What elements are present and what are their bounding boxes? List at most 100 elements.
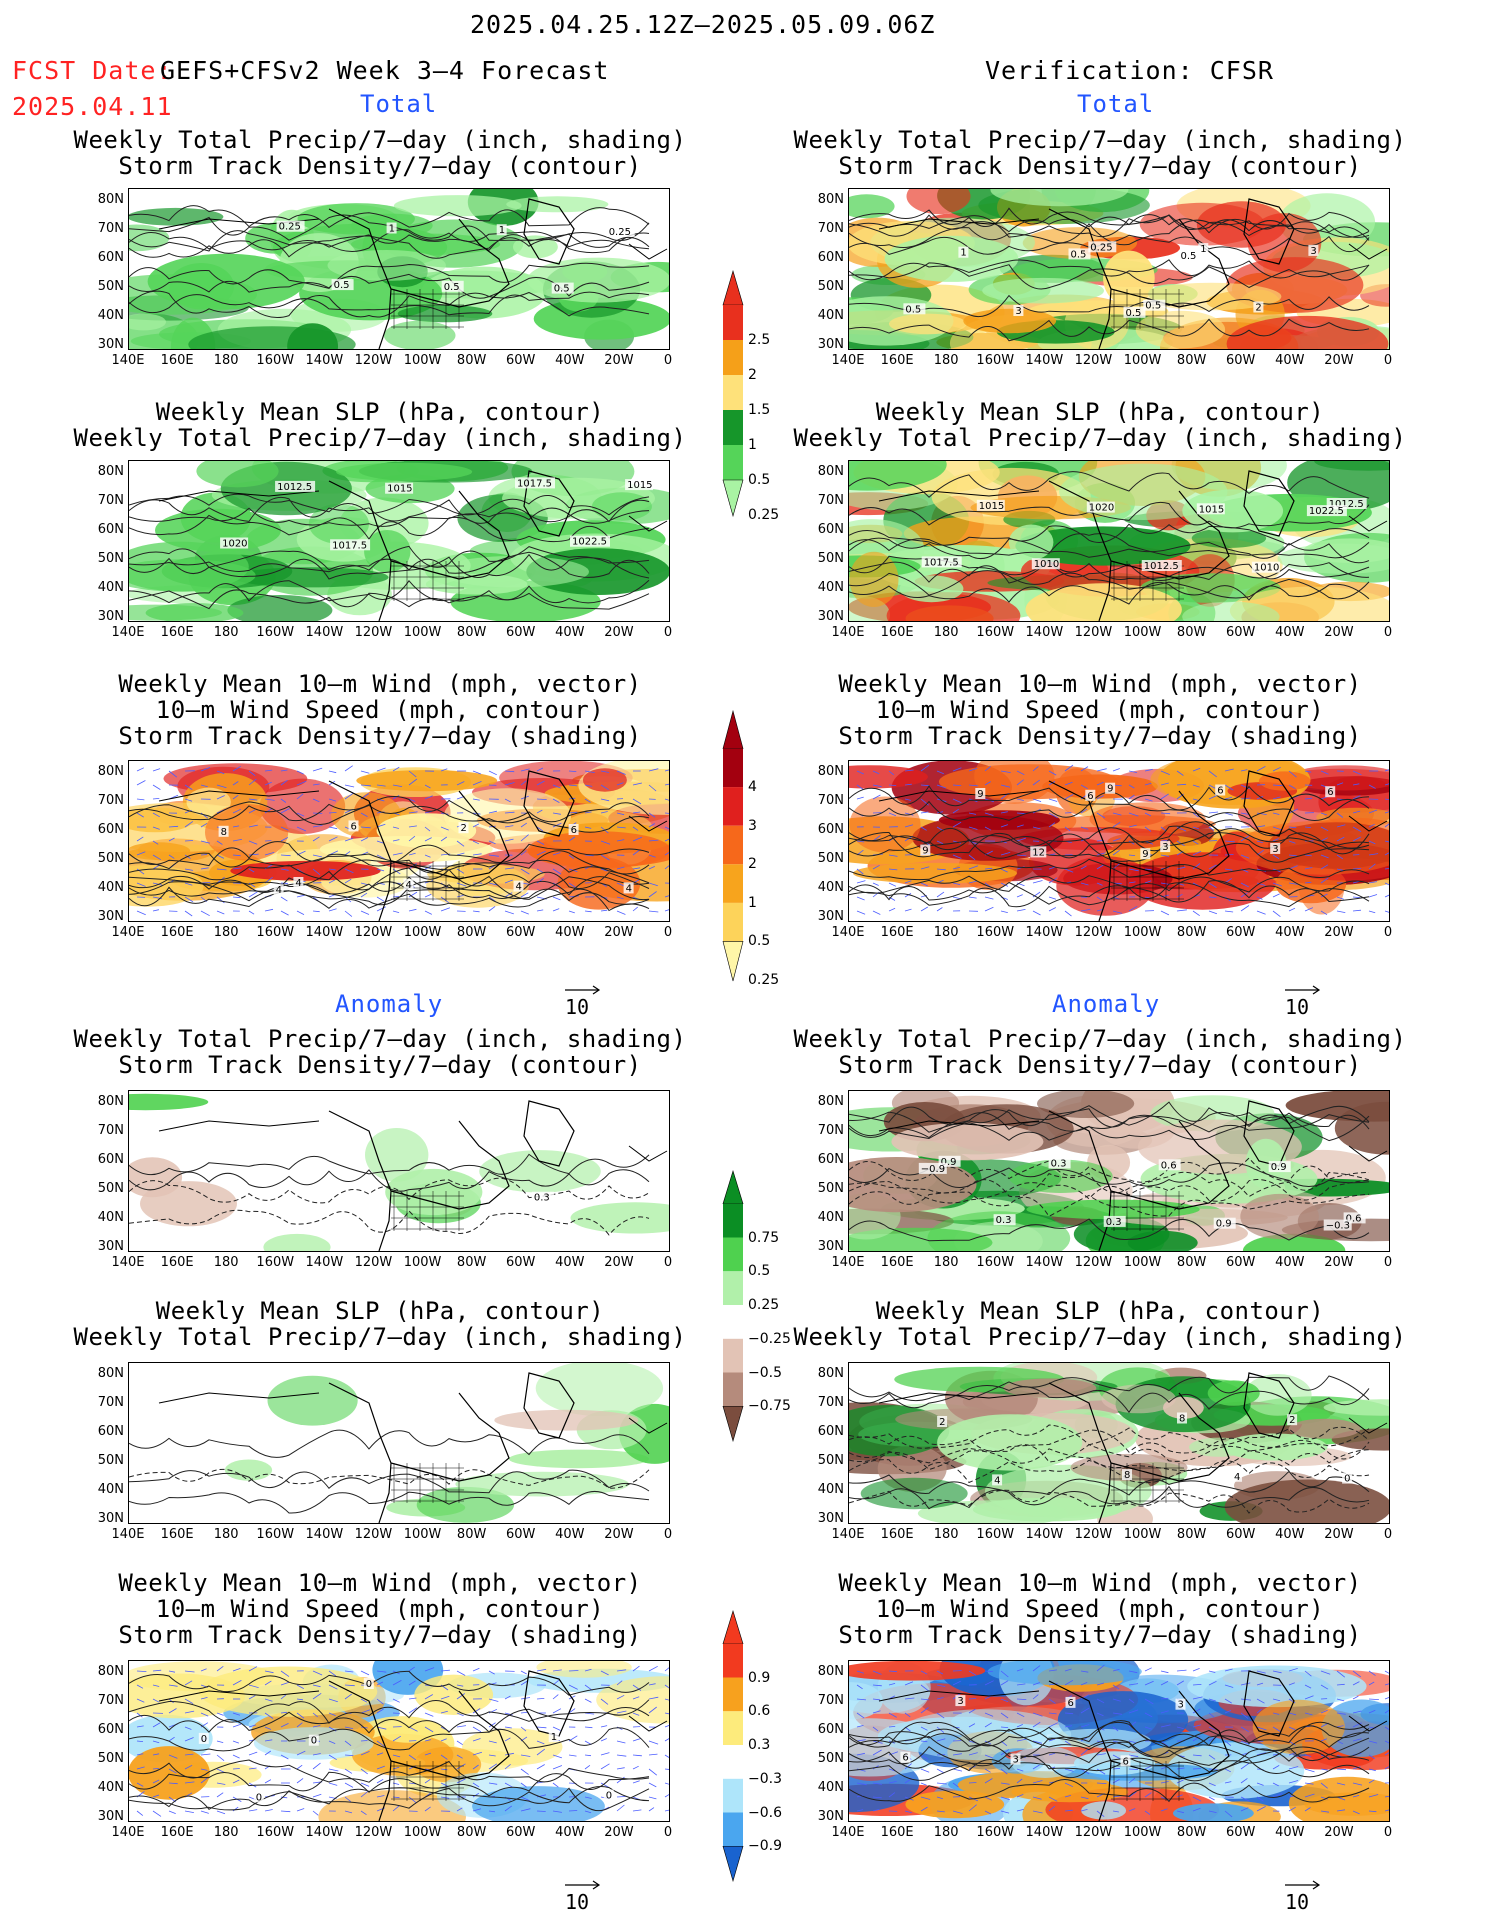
wind-vector xyxy=(1352,1766,1361,1770)
contour-label: 9 xyxy=(922,846,928,857)
wind-vector xyxy=(1208,1754,1216,1760)
wind-vector xyxy=(1208,1698,1216,1702)
wind-vector xyxy=(472,770,482,775)
lon-tick-label: 160E xyxy=(880,625,914,640)
wind-vector xyxy=(424,1739,432,1742)
contour-label-bg xyxy=(1086,501,1115,513)
wind-vector xyxy=(296,826,307,832)
wind-vector xyxy=(1384,769,1389,772)
wind-vector xyxy=(488,882,498,886)
wind-vector xyxy=(664,1712,669,1715)
contour-label-bg xyxy=(515,477,555,489)
wind-vector xyxy=(344,1740,352,1747)
lon-tick-label: 100W xyxy=(1123,925,1162,940)
wind-vector xyxy=(232,1668,241,1672)
wind-vector xyxy=(1336,1768,1347,1771)
lat-tick-label: 30N xyxy=(817,909,844,924)
wind-vector xyxy=(440,1796,450,1799)
contour-label: 0.9 xyxy=(1216,1219,1232,1230)
wind-vector xyxy=(440,1738,447,1742)
wind-vector xyxy=(1336,1782,1346,1786)
wind-vector xyxy=(648,1665,658,1672)
shading-region xyxy=(884,235,1019,282)
lon-tick-label: 160W xyxy=(976,1255,1015,1270)
wind-vector xyxy=(1272,893,1280,898)
contour-label-bg xyxy=(1143,299,1166,311)
wind-vector xyxy=(472,1667,480,1672)
wind-vector xyxy=(1304,826,1312,828)
lat-tick-label: 60N xyxy=(817,822,844,837)
shading-region xyxy=(570,1202,669,1234)
wind-vector xyxy=(456,1670,466,1676)
wind-vector xyxy=(1112,768,1120,772)
contour-label: 0.5 xyxy=(334,280,350,291)
wind-vector xyxy=(408,1680,416,1686)
wind-vector xyxy=(984,867,993,870)
contour-line xyxy=(849,259,1370,281)
lon-tick-label: 40W xyxy=(1275,1825,1305,1840)
coastline xyxy=(1048,780,1230,921)
wind-vector xyxy=(1064,794,1074,800)
wind-vector xyxy=(168,1782,178,1785)
wind-vector xyxy=(1016,1738,1027,1742)
wind-vector xyxy=(232,1680,242,1686)
wind-vector xyxy=(328,798,337,802)
wind-vector xyxy=(360,892,368,898)
wind-vector xyxy=(216,854,225,859)
colorbar-segment xyxy=(723,902,743,942)
wind-vector xyxy=(1272,1782,1279,1787)
wind-vector xyxy=(488,840,496,845)
wind-vector xyxy=(216,795,225,800)
verification-label: Verification: CFSR xyxy=(985,56,1274,85)
wind-vector xyxy=(1176,1726,1184,1729)
wind-vector xyxy=(1304,1793,1315,1798)
wind-vector xyxy=(952,767,962,772)
contour-line xyxy=(849,1385,1370,1414)
wind-vector xyxy=(648,1740,659,1745)
lon-tick-label: 20W xyxy=(604,353,634,368)
wind-vector xyxy=(488,1763,498,1770)
wind-vector xyxy=(648,1768,658,1776)
wind-vector xyxy=(1032,798,1042,802)
wind-vector xyxy=(1224,1768,1231,1773)
wind-vector xyxy=(168,1684,178,1687)
wind-vector xyxy=(856,1670,864,1674)
wind-vector xyxy=(152,826,160,830)
shading-region xyxy=(1258,771,1311,791)
lat-tick-label: 50N xyxy=(817,1751,844,1766)
wind-vector xyxy=(344,868,354,874)
wind-vector xyxy=(1240,854,1250,859)
shading-region xyxy=(1008,1159,1113,1193)
lon-tick-label: 60W xyxy=(506,925,536,940)
wind-vector xyxy=(1208,770,1217,778)
wind-vector xyxy=(1256,1782,1264,1786)
wind-vector xyxy=(552,896,561,901)
lon-tick-label: 140W xyxy=(1025,353,1064,368)
colorbar-segment xyxy=(723,340,743,375)
wind-vector xyxy=(1144,1712,1153,1718)
wind-vector xyxy=(1160,1697,1169,1700)
wind-vector xyxy=(184,821,194,828)
wind-vector xyxy=(1160,854,1170,857)
colorbar-segment xyxy=(723,1203,743,1238)
shading-region xyxy=(905,1790,1005,1819)
wind-vector xyxy=(136,882,146,887)
wind-vector xyxy=(376,1681,384,1686)
wind-vector xyxy=(1320,1684,1329,1690)
wind-vector xyxy=(616,782,624,786)
wind-vector xyxy=(1080,1809,1088,1812)
contour-label: 0.3 xyxy=(1051,1159,1067,1170)
wind-vector xyxy=(536,1764,545,1770)
wind-vector xyxy=(872,864,880,870)
colorbar-label: −0.6 xyxy=(748,1804,782,1821)
wind-vector xyxy=(1112,838,1121,842)
wind-vector xyxy=(200,854,208,856)
lat-tick-label: 80N xyxy=(97,1366,124,1381)
wind-vector xyxy=(1336,836,1345,842)
contour-label-bg xyxy=(363,1678,374,1689)
wind-vector xyxy=(920,1684,929,1692)
wind-vector xyxy=(1144,1667,1152,1672)
coastline xyxy=(1243,770,1295,837)
lon-tick-label: 60W xyxy=(506,625,536,640)
